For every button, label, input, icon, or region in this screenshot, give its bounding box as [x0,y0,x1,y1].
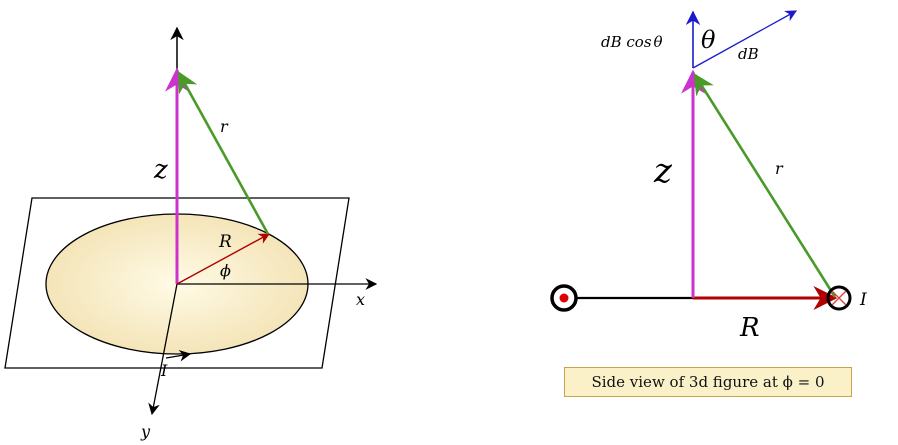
right-z-label: z [653,151,673,191]
current-direction-arrow [165,349,192,362]
theta-label: θ [701,26,716,54]
left-z-label: z [153,155,168,185]
y-axis [148,283,178,416]
left-y-label: y [140,422,151,441]
dBcos-label: dB cos θ [601,33,663,51]
left-3d-figure: z r R ϕ x y I [4,26,378,441]
caption-box: Side view of 3d figure at ϕ = 0 [564,367,852,397]
R-vector [176,233,270,285]
caption-text: Side view of 3d figure at ϕ = 0 [591,373,825,391]
left-x-label: x [356,290,365,309]
current-into-page-icon [826,285,852,311]
right-I-label: I [859,290,867,310]
right-R-label: R [739,313,760,343]
current-out-of-page-icon [550,284,578,312]
right-side-view-figure: dB cos θ θ dB z r R I [550,10,867,343]
right-r-label: r [775,159,784,178]
left-I-label: I [160,361,168,380]
dB-label: dB [738,45,759,63]
left-r-label: r [220,117,229,136]
left-R-label: R [218,232,232,252]
left-phi-label: ϕ [220,261,231,280]
right-r-vector [693,73,837,298]
dB-vector [692,10,798,69]
r-vector [177,71,270,235]
